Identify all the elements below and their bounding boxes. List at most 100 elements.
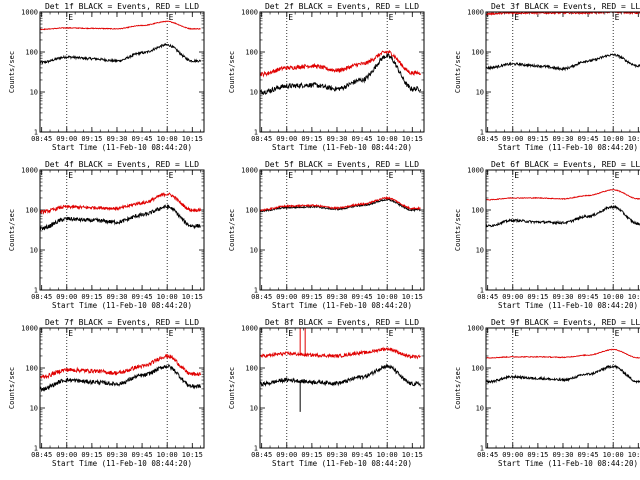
y-tick-label: 10	[476, 247, 484, 255]
panel-9: Det 9f BLACK = Events, RED = LLD 1 10 100 10…	[454, 318, 640, 468]
x-tick-label: 09:15	[527, 293, 548, 301]
panel-title: Det 6f BLACK = Events, RED = LLD	[491, 160, 640, 169]
marker-label: E	[68, 329, 73, 338]
x-tick-label: 09:00	[56, 293, 77, 301]
series-line-lld	[486, 12, 640, 16]
y-tick-label: 1	[34, 129, 38, 137]
series-line-events	[260, 52, 422, 95]
x-axis-label: Start Time (11-Feb-10 08:44:20)	[52, 143, 192, 152]
panel-title: Det 8f BLACK = Events, RED = LLD	[265, 318, 419, 327]
x-tick-label: 09:00	[56, 451, 77, 459]
y-axis-label: Counts/sec	[8, 209, 16, 251]
x-axis-label: Start Time (11-Feb-10 08:44:20)	[272, 143, 412, 152]
y-tick-label: 1000	[467, 167, 484, 175]
x-axis-label: Start Time (11-Feb-10 08:44:20)	[52, 301, 192, 310]
x-tick-label: 10:00	[377, 451, 398, 459]
x-tick-label: 09:45	[352, 135, 373, 143]
series-line-lld	[40, 20, 201, 31]
x-tick-label: 10:15	[182, 135, 203, 143]
panel-title: Det 7f BLACK = Events, RED = LLD	[45, 318, 199, 327]
marker-label: E	[615, 13, 620, 22]
marker-label: E	[169, 171, 174, 180]
series-line-lld	[260, 346, 421, 360]
y-tick-label: 1000	[241, 167, 258, 175]
x-tick-label: 10:00	[377, 135, 398, 143]
y-tick-label: 10	[250, 247, 258, 255]
x-tick-label: 10:00	[603, 293, 624, 301]
x-tick-label: 10:00	[157, 293, 178, 301]
y-tick-label: 10	[250, 89, 258, 97]
marker-label: E	[68, 13, 73, 22]
series-line-events	[260, 363, 422, 388]
marker-label: E	[169, 13, 174, 22]
x-axis-label: Start Time (11-Feb-10 08:44:20)	[498, 459, 638, 468]
x-tick-label: 09:45	[578, 135, 599, 143]
x-tick-label: 09:30	[326, 293, 347, 301]
panel-title: Det 9f BLACK = Events, RED = LLD	[491, 318, 640, 327]
marker-label: E	[514, 171, 519, 180]
x-tick-label: 09:15	[81, 451, 102, 459]
x-tick-label: 08:45	[251, 293, 272, 301]
y-tick-label: 1000	[241, 325, 258, 333]
y-axis-label: Counts/sec	[8, 51, 16, 93]
y-tick-label: 10	[476, 405, 484, 413]
x-tick-label: 09:45	[132, 135, 153, 143]
marker-label: E	[514, 13, 519, 22]
x-tick-label: 09:00	[276, 135, 297, 143]
marker-label: E	[169, 329, 174, 338]
y-tick-label: 1000	[467, 325, 484, 333]
series-line-lld	[486, 348, 640, 359]
panel-8: Det 8f BLACK = Events, RED = LLD 1 10 100 10…	[228, 318, 425, 468]
panel-6: Det 6f BLACK = Events, RED = LLD 1 10 100 10…	[454, 160, 640, 310]
series-group	[486, 348, 640, 385]
x-tick-label: 10:15	[402, 293, 423, 301]
x-tick-label: 09:00	[502, 135, 523, 143]
x-tick-label: 09:00	[502, 293, 523, 301]
y-axis-label: Counts/sec	[228, 209, 236, 251]
y-tick-label: 100	[471, 365, 484, 373]
y-tick-label: 1	[480, 445, 484, 453]
series-line-lld	[40, 353, 202, 380]
plot-frame	[485, 11, 640, 133]
x-tick-label: 10:15	[628, 135, 640, 143]
series-line-events	[486, 364, 640, 385]
series-line-lld	[260, 49, 422, 78]
y-tick-label: 10	[30, 405, 38, 413]
y-tick-label: 1000	[241, 9, 258, 17]
x-axis-label: Start Time (11-Feb-10 08:44:20)	[52, 459, 192, 468]
x-tick-label: 10:00	[603, 135, 624, 143]
y-tick-label: 10	[250, 405, 258, 413]
x-tick-label: 09:45	[578, 293, 599, 301]
plot-frame	[485, 169, 640, 291]
x-tick-label: 10:00	[157, 135, 178, 143]
x-tick-label: 09:30	[326, 135, 347, 143]
series-group	[260, 49, 422, 95]
x-tick-label: 09:00	[502, 451, 523, 459]
panel-title: Det 2f BLACK = Events, RED = LLD	[265, 2, 419, 11]
panel-4: Det 4f BLACK = Events, RED = LLD 1 10 100 10…	[8, 160, 205, 310]
marker-label: E	[288, 171, 293, 180]
series-group	[40, 353, 202, 393]
x-tick-label: 08:45	[31, 293, 52, 301]
x-tick-label: 08:45	[31, 135, 52, 143]
y-tick-label: 100	[245, 49, 258, 57]
panel-1: Det 1f BLACK = Events, RED = LLD 1 10 100 10…	[8, 2, 205, 152]
y-tick-label: 100	[245, 365, 258, 373]
x-tick-label: 09:30	[326, 451, 347, 459]
plot-frame	[485, 327, 640, 449]
x-tick-label: 10:15	[182, 293, 203, 301]
panel-7: Det 7f BLACK = Events, RED = LLD 1 10 100 10…	[8, 318, 205, 468]
y-tick-label: 1	[254, 287, 258, 295]
y-tick-label: 1000	[21, 167, 38, 175]
series-group	[486, 12, 640, 72]
y-tick-label: 10	[30, 247, 38, 255]
x-axis-label: Start Time (11-Feb-10 08:44:20)	[272, 301, 412, 310]
x-tick-label: 09:00	[276, 451, 297, 459]
x-tick-label: 09:15	[301, 135, 322, 143]
marker-label: E	[389, 329, 394, 338]
y-tick-label: 1000	[467, 9, 484, 17]
x-tick-label: 09:00	[56, 135, 77, 143]
series-group	[260, 328, 422, 412]
marker-label: E	[288, 13, 293, 22]
x-tick-label: 08:45	[477, 135, 498, 143]
